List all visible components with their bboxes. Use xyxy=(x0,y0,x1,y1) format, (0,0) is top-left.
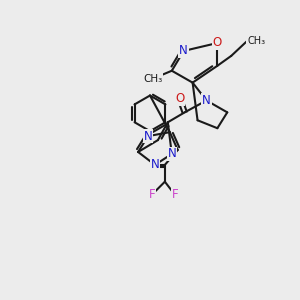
Text: N: N xyxy=(167,148,176,160)
Text: N: N xyxy=(202,94,211,107)
Text: CH₃: CH₃ xyxy=(143,74,163,84)
Text: N: N xyxy=(151,158,159,171)
Text: O: O xyxy=(175,92,184,105)
Text: F: F xyxy=(149,188,155,201)
Text: CH₃: CH₃ xyxy=(247,36,265,46)
Text: N: N xyxy=(144,130,152,142)
Text: O: O xyxy=(213,37,222,50)
Text: N: N xyxy=(179,44,188,57)
Text: F: F xyxy=(172,188,178,201)
